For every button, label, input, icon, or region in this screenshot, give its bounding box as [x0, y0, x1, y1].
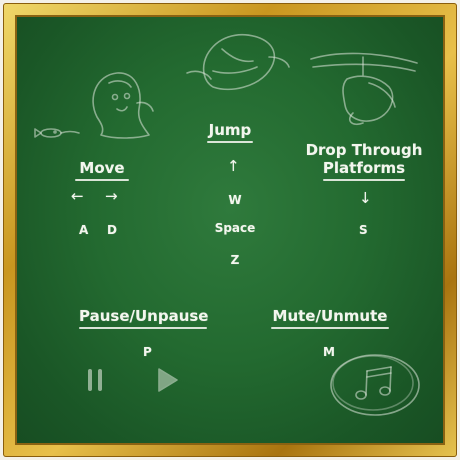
drop-heading-line1: Drop Through — [305, 141, 423, 159]
mute-underline — [271, 327, 389, 329]
key-w: W — [228, 193, 242, 207]
propeller-creature-doodle — [310, 52, 418, 126]
key-d: D — [107, 223, 117, 237]
fish-doodle — [34, 128, 80, 138]
key-s: S — [359, 223, 368, 237]
ghost-character-doodle — [92, 72, 154, 139]
key-p: P — [143, 345, 152, 359]
move-section: Move — [75, 159, 129, 181]
key-space: Space — [214, 221, 256, 235]
left-arrow-icon: ← — [71, 187, 84, 205]
move-underline — [75, 179, 129, 181]
up-arrow-icon: ↑ — [227, 157, 240, 175]
gold-frame: Move ← → A D Jump ↑ W Space Z Drop Throu… — [3, 3, 457, 457]
music-notes-icon — [330, 354, 420, 416]
jump-underline — [207, 141, 253, 143]
right-arrow-icon: → — [105, 187, 118, 205]
chalkboard: Move ← → A D Jump ↑ W Space Z Drop Throu… — [15, 15, 445, 445]
mute-heading: Mute/Unmute — [272, 307, 388, 325]
drop-section: Drop Through Platforms — [305, 141, 423, 181]
chalk-doodles — [34, 33, 420, 416]
key-z: Z — [230, 253, 240, 267]
jump-heading: Jump — [208, 121, 252, 139]
pause-underline — [79, 327, 207, 329]
move-heading: Move — [79, 159, 125, 177]
flying-creature-doodle — [186, 33, 290, 91]
mute-section: Mute/Unmute — [271, 307, 389, 329]
play-icon — [158, 368, 178, 392]
jump-section: Jump — [207, 121, 253, 143]
pause-heading: Pause/Unpause — [79, 307, 209, 325]
drop-underline — [322, 179, 406, 181]
pause-section: Pause/Unpause — [79, 307, 209, 329]
key-m: M — [323, 345, 335, 359]
pause-icon — [88, 369, 102, 391]
drop-heading-line2: Platforms — [322, 159, 406, 177]
key-a: A — [79, 223, 89, 237]
down-arrow-icon: ↓ — [359, 189, 372, 207]
